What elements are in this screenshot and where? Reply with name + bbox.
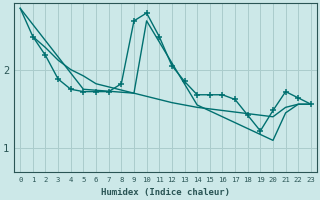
X-axis label: Humidex (Indice chaleur): Humidex (Indice chaleur) xyxy=(101,188,230,197)
